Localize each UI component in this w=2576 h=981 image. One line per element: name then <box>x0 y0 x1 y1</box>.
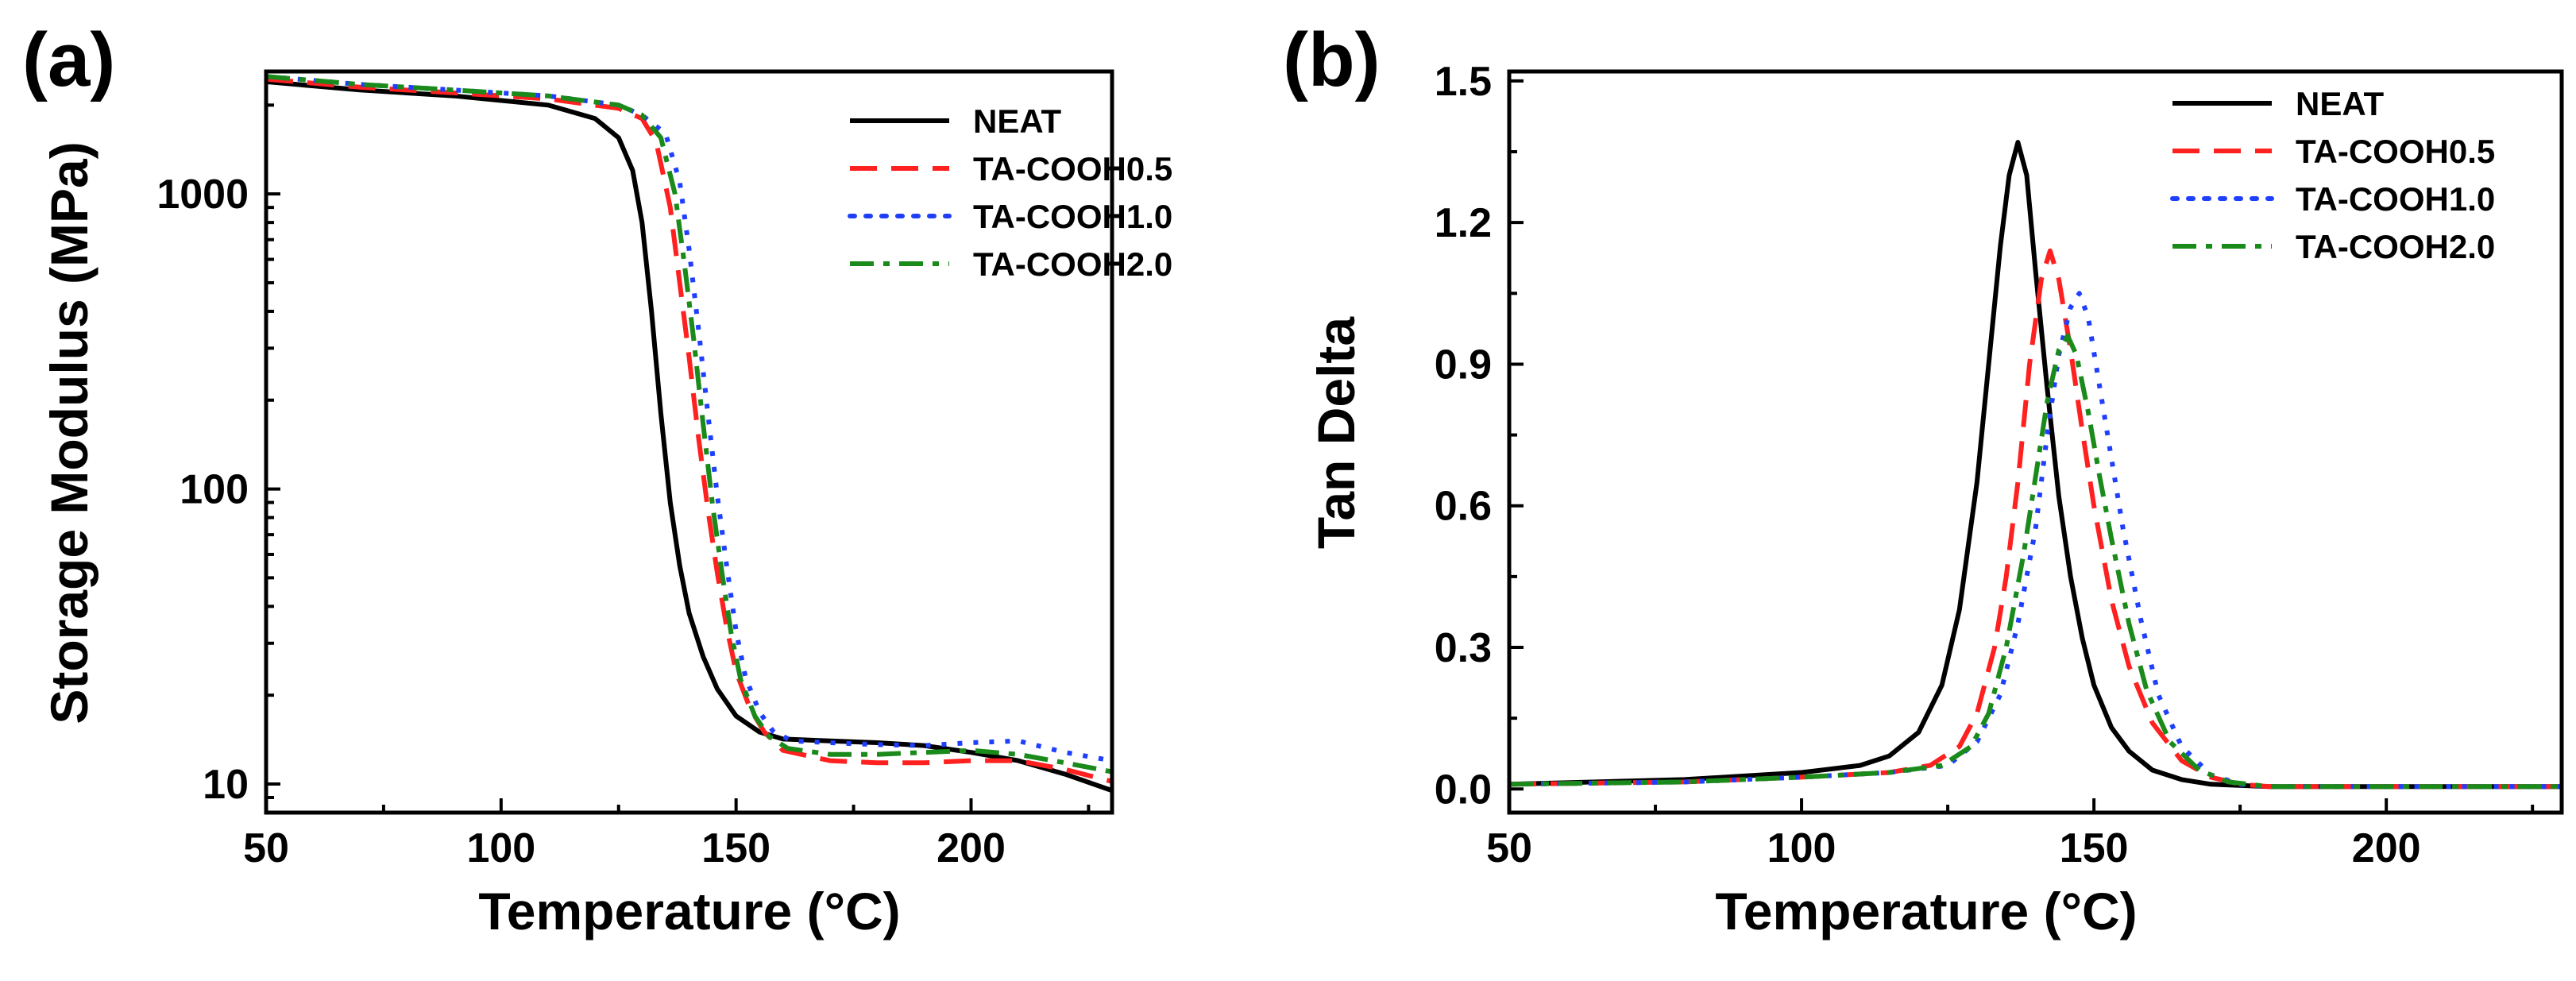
panel-a-legend: NEAT TA-COOH0.5 TA-COOH1.0 TA-COOH2.0 <box>848 102 1172 283</box>
panel-b-label: (b) <box>1283 17 1381 102</box>
panel-a-axes: 50 100 150 200 10 100 1000 <box>156 103 1091 871</box>
panel-a-legend-label-neat: NEAT <box>973 102 1062 140</box>
panel-b-y-tick-label: 0.3 <box>1435 625 1492 671</box>
panel-a-series-ta-cooh2-0-line <box>265 74 1113 774</box>
panel-b-plot-area <box>1508 140 2562 790</box>
panel-b-legend-label-neat: NEAT <box>2296 85 2385 122</box>
panel-a-legend-label-ta-cooh1-0: TA-COOH1.0 <box>973 198 1172 235</box>
panel-a-x-tick-label: 150 <box>701 825 770 871</box>
panel-b-x-axis-title: Temperature (°C) <box>1715 882 2137 940</box>
panel-a-y-axis-title: Storage Modulus (MPa) <box>40 141 98 724</box>
panel-b-legend-label-ta-cooh0-5: TA-COOH0.5 <box>2296 133 2495 170</box>
panel-a-series-neat-line <box>265 79 1113 794</box>
panel-a-label: (a) <box>22 17 115 102</box>
panel-b-y-tick-label: 0.6 <box>1435 484 1492 530</box>
panel-a-x-tick-label: 50 <box>243 825 289 871</box>
panel-b-x-tick-label: 50 <box>1486 825 1532 871</box>
panel-a-y-tick-label: 1000 <box>156 172 249 218</box>
panel-b-tan-delta: (b) Tan Delta Temperature (°C) 50 100 150 2… <box>1283 17 2564 940</box>
panel-a-x-tick-label: 100 <box>466 825 535 871</box>
panel-b-series-neat-line <box>1508 140 2562 790</box>
panel-b-series-ta-cooh0-5-line <box>1508 248 2562 790</box>
panel-b-series-ta-cooh2-0-line <box>1508 333 2562 790</box>
panel-a-legend-label-ta-cooh2-0: TA-COOH2.0 <box>973 245 1172 283</box>
panel-a-frame <box>264 69 1114 815</box>
panel-b-y-tick-label: 0.0 <box>1435 767 1492 813</box>
panel-b-legend-label-ta-cooh1-0: TA-COOH1.0 <box>2296 180 2495 218</box>
panel-a-x-tick-label: 200 <box>937 825 1006 871</box>
panel-b-legend-label-ta-cooh2-0: TA-COOH2.0 <box>2296 228 2495 265</box>
panel-b-y-tick-label: 1.2 <box>1435 200 1492 246</box>
panel-b-axes: 50 100 150 200 0.0 0.3 0.6 0.9 1.2 1.5 <box>1435 59 2535 871</box>
panel-a-x-axis-title: Temperature (°C) <box>478 882 900 940</box>
panel-b-y-tick-label: 1.5 <box>1435 59 1492 105</box>
panel-a-legend-label-ta-cooh0-5: TA-COOH0.5 <box>973 150 1172 187</box>
panel-a-series-ta-cooh0-5-line <box>265 76 1113 784</box>
panel-a-y-tick-label: 10 <box>203 762 249 808</box>
panel-b-y-axis-title: Tan Delta <box>1307 316 1365 549</box>
panel-b-x-tick-label: 150 <box>2060 825 2129 871</box>
panel-b-series-ta-cooh1-0-line <box>1508 291 2562 790</box>
panel-b-y-tick-label: 0.9 <box>1435 342 1492 388</box>
panel-a-y-tick-label: 100 <box>180 467 249 513</box>
panel-b-legend: NEAT TA-COOH0.5 TA-COOH1.0 TA-COOH2.0 <box>2170 85 2495 265</box>
panel-b-x-tick-label: 100 <box>1767 825 1836 871</box>
panel-a-storage-modulus: (a) Storage Modulus (MPa) Temperature (°… <box>22 17 1172 940</box>
panel-a-plot-area <box>265 74 1113 794</box>
panel-b-frame <box>1507 69 2564 815</box>
panel-b-x-tick-label: 200 <box>2352 825 2421 871</box>
